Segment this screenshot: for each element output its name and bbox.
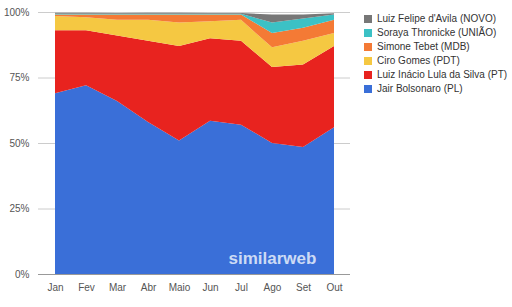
html-text:Ciro Gomes (PDT): Ciro Gomes (PDT)	[377, 55, 460, 66]
html-text:Simone Tebet (MDB): Simone Tebet (MDB)	[377, 41, 470, 52]
svg-text:Jul: Jul	[235, 282, 248, 293]
svg-text:100%: 100%	[4, 7, 30, 18]
svg-text:Out: Out	[326, 282, 342, 293]
svg-text:Jan: Jan	[47, 282, 63, 293]
html-text:Soraya Thronicke (UNIÃO): Soraya Thronicke (UNIÃO)	[377, 27, 497, 38]
svg-text:Maio: Maio	[169, 282, 191, 293]
svg-text:Set: Set	[296, 282, 311, 293]
svg-text:0%: 0%	[15, 269, 30, 280]
svg-text:75%: 75%	[9, 72, 29, 83]
svg-text:Fev: Fev	[78, 282, 95, 293]
svg-text:Mar: Mar	[109, 282, 127, 293]
svg-text:25%: 25%	[9, 203, 29, 214]
svg-text:Jun: Jun	[202, 282, 218, 293]
html-text:Jair Bolsonaro (PL): Jair Bolsonaro (PL)	[377, 83, 463, 94]
svg-text:Abr: Abr	[141, 282, 157, 293]
html-text:Luiz Felipe d'Avila (NOVO): Luiz Felipe d'Avila (NOVO)	[377, 13, 496, 24]
svg-text:50%: 50%	[9, 138, 29, 149]
html-text:Luiz Inácio Lula da Silva (PT): Luiz Inácio Lula da Silva (PT)	[377, 69, 508, 80]
svg-text:Ago: Ago	[264, 282, 282, 293]
svg-text:similarweb: similarweb	[229, 249, 317, 268]
